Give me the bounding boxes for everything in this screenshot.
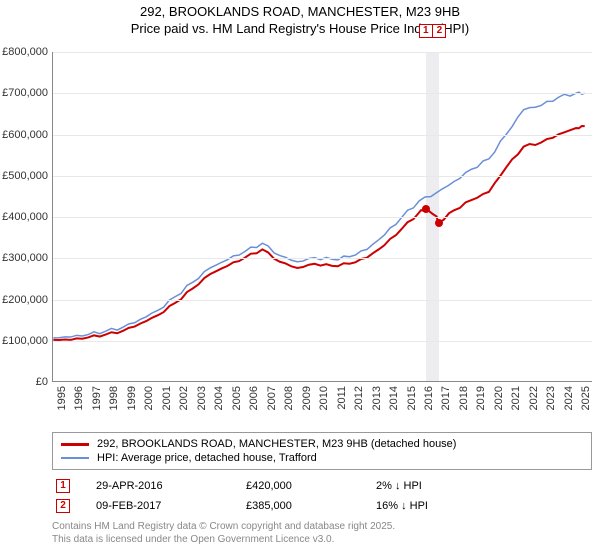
y-tick-label: £200,000	[2, 294, 48, 306]
x-tick-label: 2020	[493, 386, 505, 410]
transaction-dot	[422, 205, 430, 213]
series-line-price_paid	[53, 126, 584, 340]
gridline-h	[53, 93, 592, 94]
chart-area: 12 £0 £100,000 £200,000 £300,000 £400,000 £50…	[0, 42, 600, 422]
x-tick-label: 2008	[283, 386, 295, 410]
transactions-table: 1 29-APR-2016£420,0002% ↓ HPI 2 09-FEB-2017…	[52, 476, 592, 516]
x-tick-label: 2005	[231, 386, 243, 410]
x-tick-label: 2003	[196, 386, 208, 410]
x-tick-label: 2015	[406, 386, 418, 410]
legend-label: 292, BROOKLANDS ROAD, MANCHESTER, M23 9H…	[97, 438, 456, 450]
x-tick-label: 2010	[318, 386, 330, 410]
y-tick-label: £300,000	[2, 252, 48, 264]
legend-row: 292, BROOKLANDS ROAD, MANCHESTER, M23 9H…	[61, 437, 583, 451]
transaction-marker: 1	[56, 479, 70, 493]
x-tick-label: 2025	[580, 386, 592, 410]
x-tick-label: 2021	[510, 386, 522, 410]
x-tick-label: 2000	[143, 386, 155, 410]
legend-row: HPI: Average price, detached house, Traf…	[61, 451, 583, 465]
transaction-marker: 2	[432, 24, 446, 38]
legend-box: 292, BROOKLANDS ROAD, MANCHESTER, M23 9H…	[52, 432, 592, 470]
gridline-h	[53, 135, 592, 136]
footer-line-1: Contains HM Land Registry data © Crown c…	[52, 520, 592, 533]
y-tick-label: £600,000	[2, 129, 48, 141]
x-tick-label: 1995	[56, 386, 68, 410]
y-tick-label: £700,000	[2, 87, 48, 99]
legend-label: HPI: Average price, detached house, Traf…	[97, 452, 317, 464]
transaction-delta: 2% ↓ HPI	[372, 476, 592, 496]
y-tick-label: £400,000	[2, 211, 48, 223]
x-tick-label: 1997	[91, 386, 103, 410]
footer-line-2: This data is licensed under the Open Gov…	[52, 533, 592, 546]
transaction-marker: 1	[419, 24, 433, 38]
x-tick-label: 2023	[545, 386, 557, 410]
transaction-marker: 2	[56, 499, 70, 513]
gridline-h	[53, 52, 592, 53]
x-tick-label: 2012	[353, 386, 365, 410]
x-tick-label: 2022	[528, 386, 540, 410]
x-tick-label: 2007	[266, 386, 278, 410]
gridline-h	[53, 341, 592, 342]
title-line-1: 292, BROOKLANDS ROAD, MANCHESTER, M23 9H…	[0, 4, 600, 21]
x-tick-label: 2001	[161, 386, 173, 410]
transaction-dot	[435, 219, 443, 227]
chart-container: 292, BROOKLANDS ROAD, MANCHESTER, M23 9H…	[0, 0, 600, 560]
series-line-hpi	[53, 92, 584, 338]
x-tick-label: 2024	[563, 386, 575, 410]
table-row: 2 09-FEB-2017£385,00016% ↓ HPI	[52, 496, 592, 516]
y-tick-label: £0	[2, 376, 48, 388]
x-tick-label: 2017	[440, 386, 452, 410]
x-tick-label: 1999	[126, 386, 138, 410]
gridline-h	[53, 217, 592, 218]
gridline-h	[53, 300, 592, 301]
y-tick-label: £800,000	[2, 46, 48, 58]
transaction-delta: 16% ↓ HPI	[372, 496, 592, 516]
x-tick-label: 2013	[371, 386, 383, 410]
transaction-price: £420,000	[242, 476, 372, 496]
legend-swatch	[61, 443, 89, 446]
y-tick-label: £100,000	[2, 335, 48, 347]
plot-area: 12	[52, 52, 592, 382]
x-tick-label: 2014	[388, 386, 400, 410]
gridline-h	[53, 258, 592, 259]
gridline-h	[53, 176, 592, 177]
x-tick-label: 2016	[423, 386, 435, 410]
x-tick-label: 1996	[73, 386, 85, 410]
title-line-2: Price paid vs. HM Land Registry's House …	[0, 21, 600, 38]
x-tick-label: 2009	[301, 386, 313, 410]
x-tick-label: 2011	[336, 386, 348, 410]
legend-and-footer: 292, BROOKLANDS ROAD, MANCHESTER, M23 9H…	[52, 432, 592, 546]
transaction-date: 09-FEB-2017	[92, 496, 242, 516]
x-tick-label: 2018	[458, 386, 470, 410]
x-tick-label: 2004	[213, 386, 225, 410]
table-row: 1 29-APR-2016£420,0002% ↓ HPI	[52, 476, 592, 496]
x-tick-label: 1998	[108, 386, 120, 410]
x-tick-label: 2006	[248, 386, 260, 410]
legend-swatch	[61, 457, 89, 459]
transaction-date: 29-APR-2016	[92, 476, 242, 496]
transaction-price: £385,000	[242, 496, 372, 516]
x-tick-label: 2002	[178, 386, 190, 410]
y-tick-label: £500,000	[2, 170, 48, 182]
title-block: 292, BROOKLANDS ROAD, MANCHESTER, M23 9H…	[0, 0, 600, 38]
footer-text: Contains HM Land Registry data © Crown c…	[52, 520, 592, 546]
x-tick-label: 2019	[475, 386, 487, 410]
